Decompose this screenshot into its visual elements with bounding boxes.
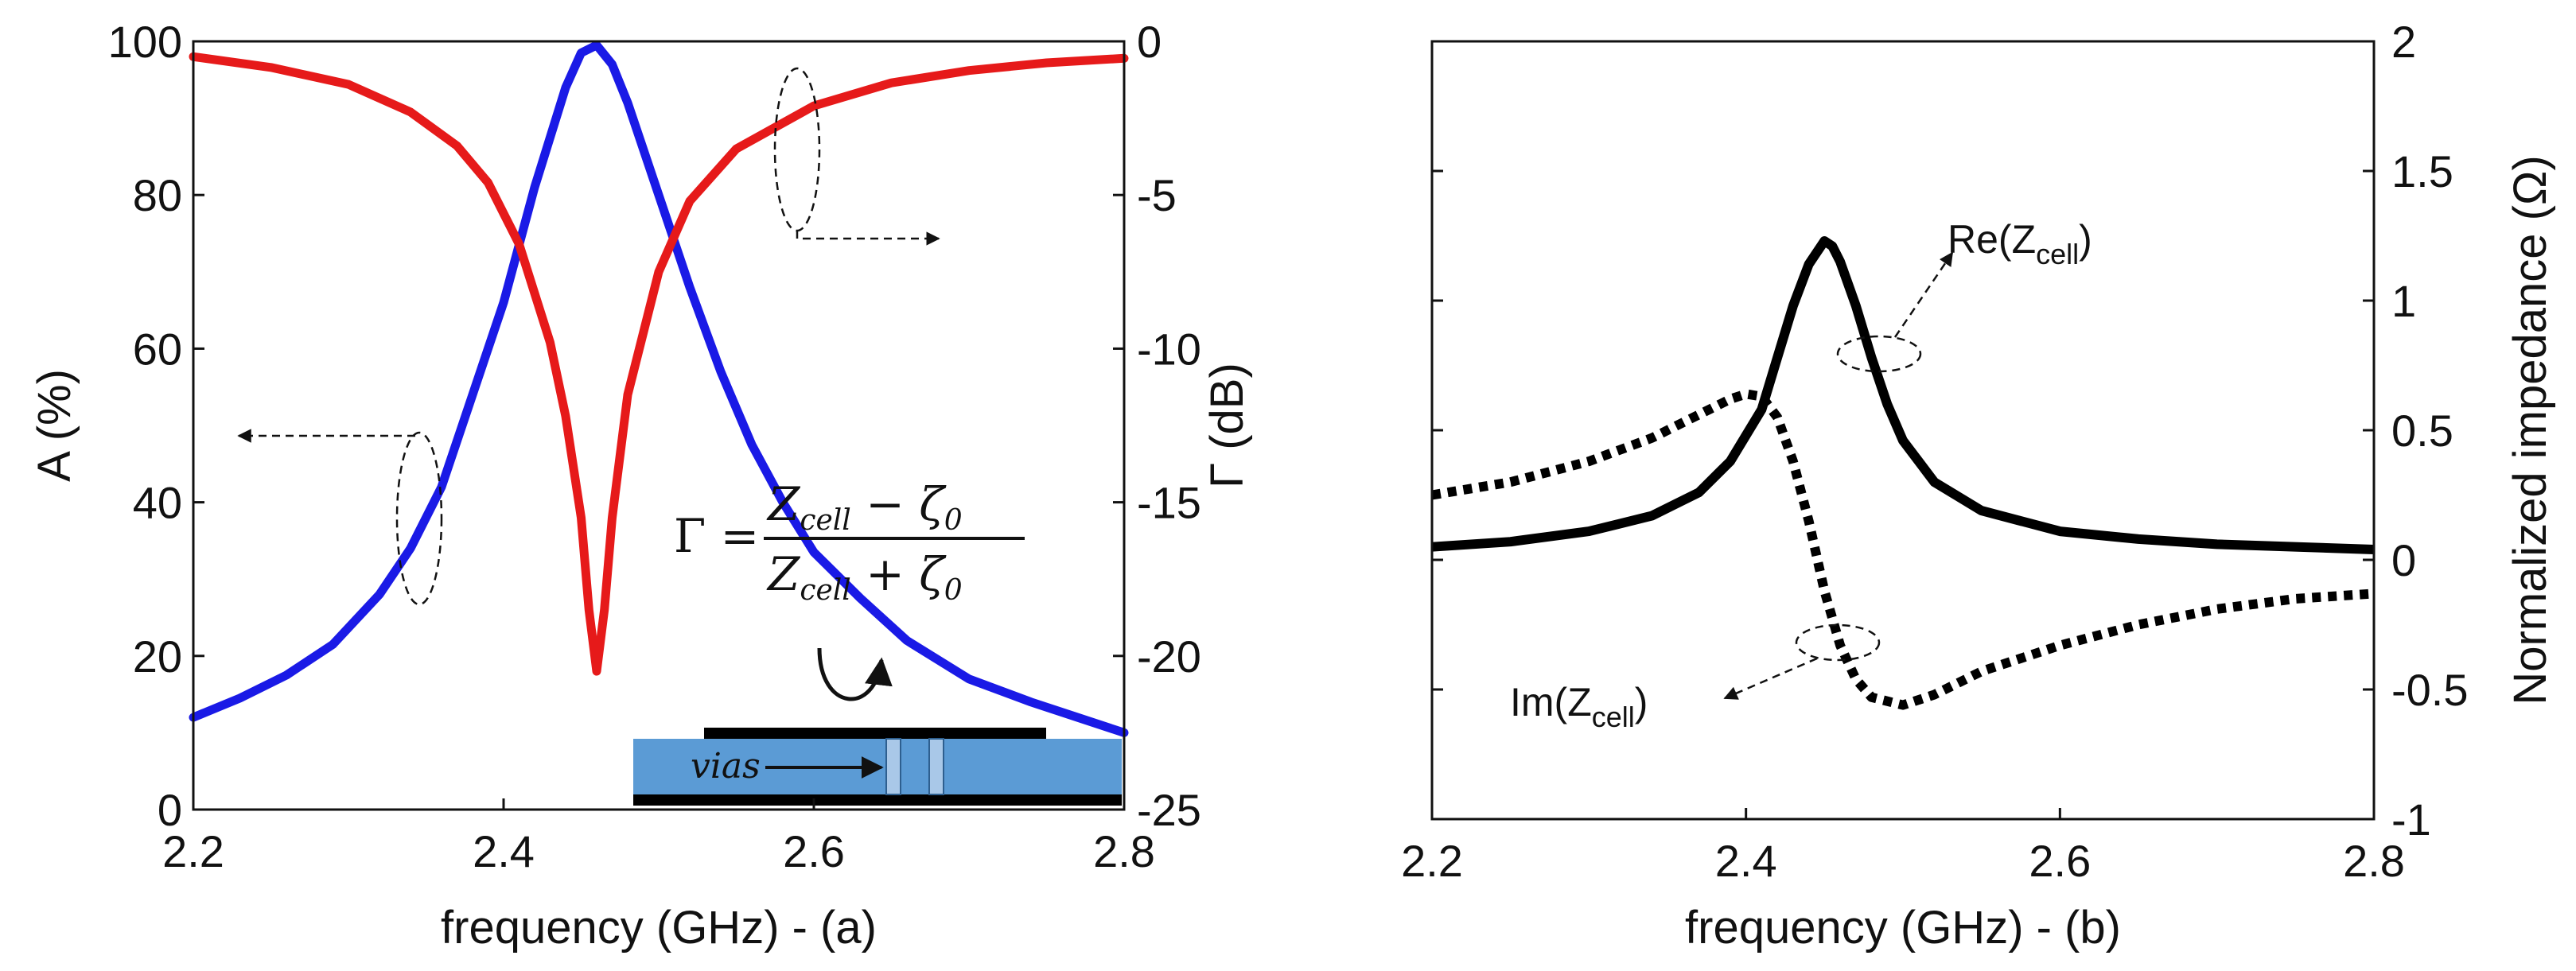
- formula-denominator: Zcell + ζ0: [766, 547, 963, 607]
- plot-frame: [192, 40, 1126, 811]
- substrate-inset: vias: [633, 728, 1122, 806]
- x-tick-label: 2.2: [162, 826, 224, 876]
- y-right-tick-label: -20: [1137, 631, 1201, 682]
- y-right-tick-label: 1.5: [2391, 146, 2453, 196]
- y-left-tick-label: 80: [133, 170, 182, 220]
- reflection-formula: Γ = Zcell − ζ0 Zcell + ζ0: [674, 477, 1025, 701]
- gamma-right-arrow: [796, 231, 940, 246]
- vias-label: vias: [691, 746, 761, 787]
- y-right-axis-label: Normalized impedance (Ω): [2504, 155, 2556, 705]
- via-2: [928, 738, 944, 795]
- panel-b: Re(Zcell) Im(Zcell) 2.2 2.4 2.6 2.8-1 -0.5 0 0…: [1401, 17, 2556, 954]
- x-tick-label: 2.6: [783, 826, 845, 876]
- series-gamma-line: [189, 52, 1129, 676]
- im-ellipse: [1795, 623, 1881, 662]
- x-axis-label: frequency (GHz) - (b): [1685, 902, 2121, 954]
- panel-a: vias Γ = Zcell − ζ0 Zcell + ζ0 2.2 2.4 2.6…: [29, 17, 1253, 954]
- y-right-tick-label: -10: [1137, 324, 1201, 374]
- im-zcell-label: Im(Zcell): [1510, 680, 1648, 733]
- y-left-tick-label: 60: [133, 324, 182, 374]
- formula-numerator: Zcell − ζ0: [766, 477, 963, 537]
- x-axis-label: frequency (GHz) - (a): [441, 902, 877, 954]
- re-zcell-line: [1431, 236, 2375, 554]
- y-left-tick-label: 100: [108, 17, 182, 67]
- x-tick-label: 2.4: [473, 826, 535, 876]
- ground-layer: [633, 794, 1122, 806]
- x-tick-label: 2.4: [1715, 836, 1777, 886]
- im-arrow: [1723, 657, 1818, 700]
- x-tick-label: 2.6: [2029, 836, 2091, 886]
- y-right-tick-label: -1: [2391, 794, 2431, 845]
- y-left-tick-label: 20: [133, 631, 182, 682]
- absorption-ellipse: [395, 431, 443, 606]
- axis-pointer-annotations: [237, 67, 940, 606]
- impedance-annotations: Re(Zcell) Im(Zcell): [1510, 217, 2092, 733]
- via-1: [885, 738, 901, 795]
- y-right-tick-label: -0.5: [2391, 665, 2469, 715]
- im-zcell-line: [1431, 389, 2375, 710]
- y-left-axis-label: A (%): [29, 369, 80, 482]
- y-right-tick-label: 2: [2391, 17, 2416, 67]
- re-zcell-label: Re(Zcell): [1948, 217, 2092, 270]
- y-right-tick-label: -25: [1137, 785, 1201, 835]
- re-ellipse: [1836, 335, 1922, 373]
- re-arrow: [1893, 251, 1954, 338]
- x-tick-label: 2.8: [1093, 826, 1155, 876]
- y-right-tick-label: -5: [1137, 170, 1177, 220]
- y-right-tick-label: 0: [2391, 535, 2416, 585]
- y-right-tick-label: 0: [1137, 17, 1162, 67]
- y-right-tick-label: -15: [1137, 478, 1201, 528]
- top-metal-layer: [704, 728, 1046, 739]
- series-absorption-line: [189, 41, 1129, 737]
- x-tick-label: 2.2: [1401, 836, 1463, 886]
- y-left-tick-label: 0: [158, 785, 182, 835]
- formula-curved-arrow: [817, 647, 893, 701]
- gamma-ellipse: [773, 67, 821, 232]
- y-right-tick-label: 1: [2391, 276, 2416, 326]
- y-right-tick-label: 0.5: [2391, 406, 2453, 456]
- formula-lhs: Γ =: [674, 509, 759, 563]
- y-left-tick-label: 40: [133, 478, 182, 528]
- x-tick-label: 2.8: [2343, 836, 2405, 886]
- y-right-axis-label: Γ (dB): [1201, 363, 1253, 488]
